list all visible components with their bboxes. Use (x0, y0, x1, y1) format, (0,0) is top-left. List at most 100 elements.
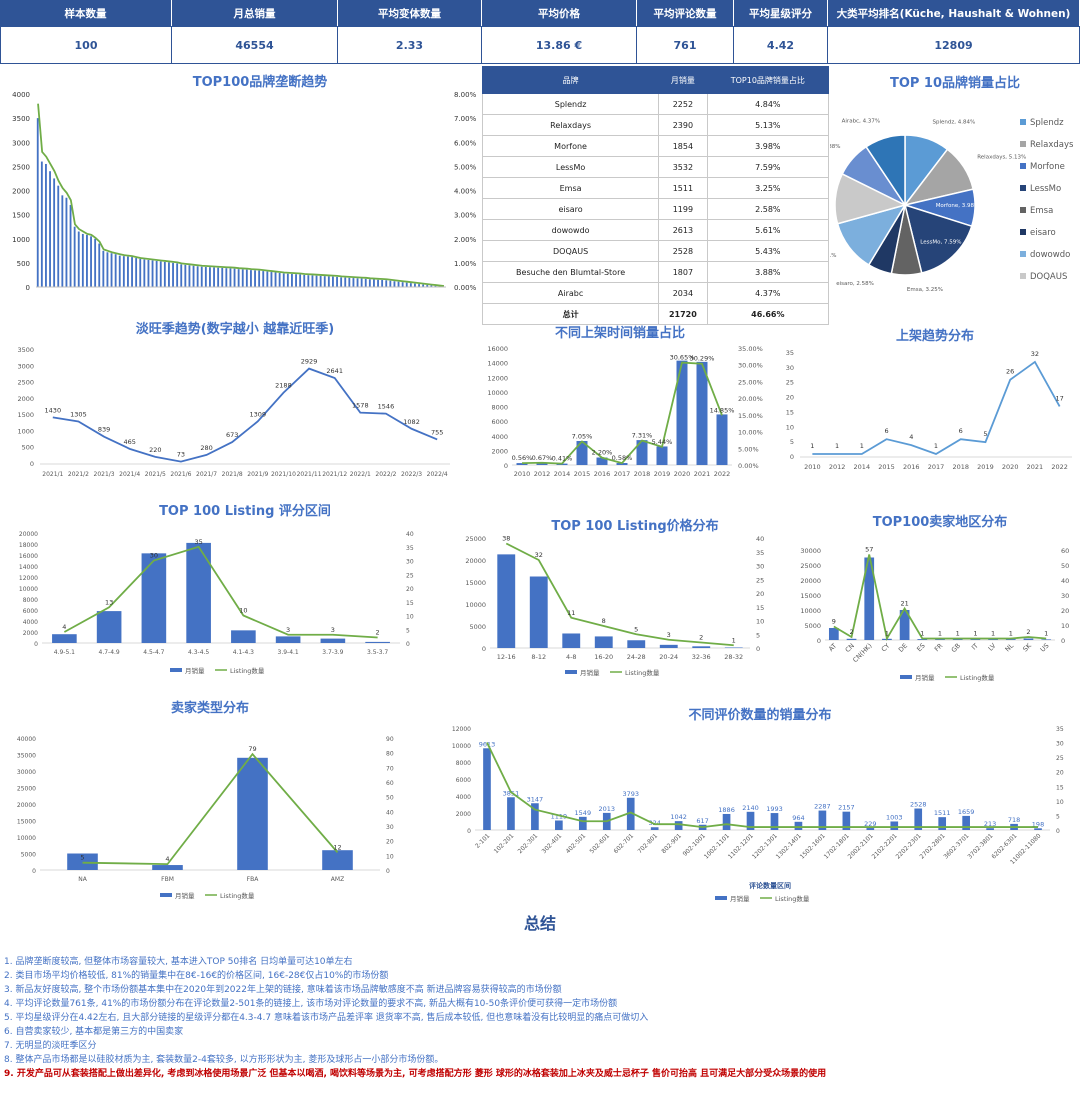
bar (151, 260, 154, 287)
bar (96, 611, 122, 643)
summary-line: 1. 品牌垄断度较高, 但整体市场容量较大, 基本进入TOP 50排名 日均单量… (4, 957, 353, 967)
y-tick-label: 10000 (800, 607, 821, 615)
series-line (521, 361, 723, 465)
line-value-label: 2 (849, 628, 853, 636)
bar (98, 243, 101, 287)
table-total-row: 总计 21720 46.66% (481, 303, 830, 325)
table-cell: 2252 (658, 93, 708, 115)
y-tick-label: 25000 (17, 786, 36, 793)
table-cell: 4.84% (706, 93, 830, 115)
y-tick-label: 0 (34, 641, 38, 648)
y-tick-label: 12000 (452, 726, 471, 733)
x-tick-label: 28-32 (724, 653, 743, 661)
legend-label-count: Listing数量 (220, 891, 255, 900)
legend-label: DOQAUS (1030, 272, 1067, 282)
table-cell: 2613 (658, 219, 708, 241)
bar (555, 820, 563, 830)
x-tick-label: 302-401 (541, 832, 564, 855)
x-tick-label: 2021/11 (297, 471, 322, 478)
kpi-header: 平均价格 (482, 0, 637, 26)
bar (430, 285, 433, 287)
bar (385, 280, 388, 287)
x-tick-label: 2016 (903, 463, 920, 471)
y-tick-label: 2000 (456, 811, 471, 818)
x-tick-label: 2022 (1051, 463, 1068, 471)
x-tick-label: 2021/8 (222, 471, 243, 478)
table-cell: Emsa (481, 177, 660, 199)
line-value-label: 2 (376, 629, 380, 637)
bar (270, 272, 273, 287)
line-value-label: 1 (1044, 630, 1048, 638)
bar (303, 274, 306, 287)
line-value-label: 0.58% (612, 454, 633, 462)
y2-tick-label: 80 (386, 751, 394, 758)
x-tick-label: 2022/2 (375, 471, 396, 478)
bar (352, 278, 355, 287)
pie-data-label: dowowdo, 5.61% (830, 253, 836, 259)
bar (200, 266, 203, 287)
y2-tick-label: 30.00% (738, 362, 763, 370)
line-value-label: 1 (732, 636, 736, 644)
pie-data-label: eisaro, 2.58% (836, 281, 874, 287)
y2-tick-label: 5 (756, 631, 760, 639)
y2-tick-label: 10 (1056, 799, 1064, 806)
bar (422, 284, 425, 287)
x-tick-label: 502-601 (589, 832, 612, 855)
line-value-label: 3 (331, 626, 335, 634)
bar-value-label: 1003 (886, 813, 903, 821)
table-cell: eisaro (481, 198, 660, 220)
y2-tick-label: 25 (1056, 755, 1064, 762)
bar (626, 797, 635, 830)
bar (311, 275, 314, 287)
chart-title-launch: 不同上架时间销量占比 (554, 326, 685, 341)
x-tick-label: 2021/5 (145, 471, 166, 478)
bar (192, 265, 195, 287)
y-tick-label: 0 (32, 868, 36, 875)
bar (36, 118, 39, 287)
bar (794, 821, 803, 830)
table-cell: Airabc (481, 282, 660, 304)
bar (393, 281, 396, 287)
bar (102, 250, 105, 287)
kpi-value: 761 (636, 26, 734, 64)
bar (364, 278, 367, 287)
y2-tick-label: 35.00% (738, 345, 763, 353)
x-tick-label: 3.7-3.9 (322, 649, 343, 656)
pie-data-label: LessMo, 7.59% (920, 239, 961, 245)
y2-tick-label: 2.00% (454, 236, 477, 244)
y-tick-label: 0 (504, 462, 508, 470)
legend-swatch-sales (160, 893, 172, 897)
bar (401, 282, 404, 287)
bar (890, 821, 899, 830)
kpi-header: 平均评论数量 (637, 0, 734, 26)
kpi-value: 4.42 (733, 26, 828, 64)
y-tick-label: 10000 (465, 601, 486, 609)
bar (110, 253, 113, 287)
bar-value-label: 2157 (838, 804, 855, 812)
y2-tick-label: 60 (1061, 547, 1069, 555)
chart-title-trend: TOP100品牌垄断趋势 (192, 75, 328, 90)
data-label: 465 (123, 438, 135, 446)
legend-swatch (1020, 251, 1026, 257)
line-value-label: 1 (920, 630, 924, 638)
y-tick-label: 5000 (804, 622, 821, 630)
y-tick-label: 18000 (19, 542, 38, 549)
table-header-brand[interactable]: 品牌 (481, 66, 660, 94)
x-tick-label: 8-12 (531, 653, 546, 661)
bar (365, 641, 390, 643)
bar (231, 630, 256, 643)
bar (596, 457, 608, 465)
bar (258, 270, 261, 287)
table-row: Besuche den Blumtal-Store 1807 3.88% (481, 261, 830, 283)
y2-tick-label: 30 (756, 563, 764, 571)
y2-tick-label: 30 (1056, 741, 1064, 748)
kpi-header: 样本数量 (0, 0, 172, 26)
y-tick-label: 4000 (23, 619, 38, 626)
bar (842, 811, 851, 830)
bar-value-label: 213 (984, 820, 996, 828)
line-value-label: 4 (62, 623, 66, 631)
summary-line: 5. 平均星级评分在4.42左右, 且大部分链接的星级评分都在4.3-4.7 意… (4, 1013, 649, 1023)
y2-tick-label: 0 (756, 645, 760, 653)
y2-tick-label: 50 (386, 795, 394, 802)
